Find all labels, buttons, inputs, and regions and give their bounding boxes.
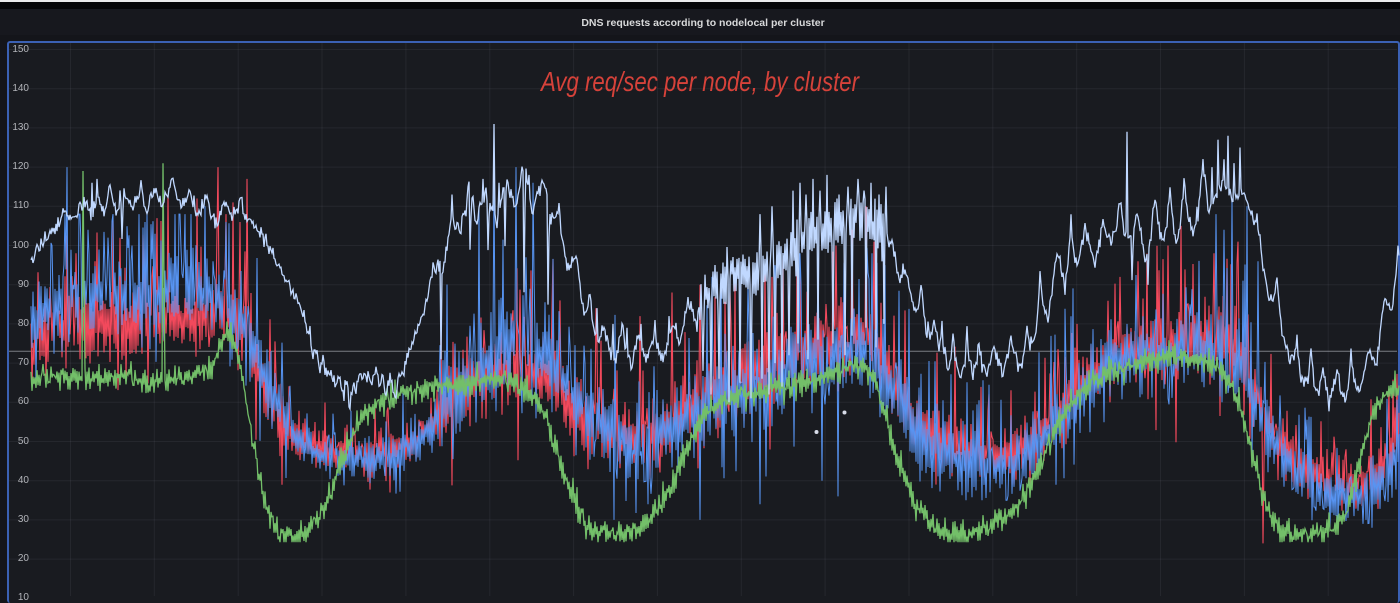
svg-text:Avg req/sec per node, by clust: Avg req/sec per node, by cluster xyxy=(539,66,860,97)
